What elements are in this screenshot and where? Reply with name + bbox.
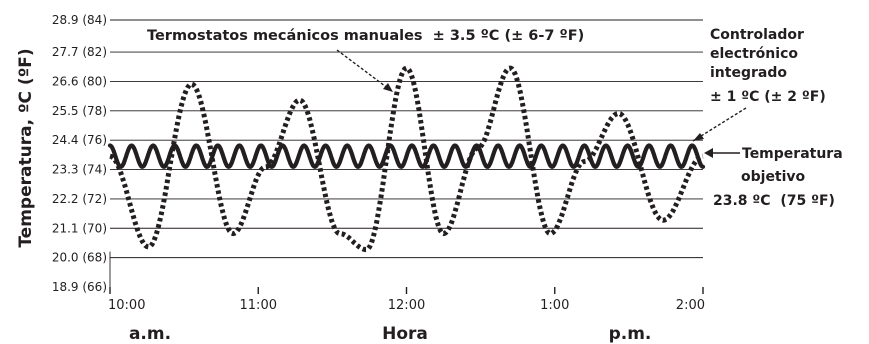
y-tick-label: 23.3 (74) bbox=[52, 163, 107, 177]
electronic-pointer-arrowhead bbox=[693, 133, 704, 141]
electronic-controller-line bbox=[107, 143, 706, 169]
y-tick-label: 20.0 (68) bbox=[52, 251, 107, 265]
y-tick-label: 25.5 (78) bbox=[52, 104, 107, 118]
target-annotation-line3: 23.8 ºC (75 ºF) bbox=[713, 193, 835, 209]
y-tick-label: 22.2 (72) bbox=[52, 192, 107, 206]
mechanical-annotation-text: Termostatos mecánicos manuales ± 3.5 ºC … bbox=[147, 28, 584, 44]
y-axis-label: Temperatura, ºC (ºF) bbox=[16, 48, 36, 247]
x-sublabel-am: a.m. bbox=[129, 324, 171, 344]
y-tick-label: 28.9 (84) bbox=[52, 13, 107, 27]
target-annotation: Temperatura objetivo 23.8 ºC (75 ºF) bbox=[704, 146, 843, 209]
mechanical-thermostat-line bbox=[109, 65, 704, 253]
series-layer bbox=[107, 65, 706, 253]
x-tick-label: 11:00 bbox=[240, 298, 277, 313]
y-tick-label: 26.6 (80) bbox=[52, 74, 107, 88]
x-tick-label: 1:00 bbox=[540, 298, 569, 313]
x-tick-label: 2:00 bbox=[676, 298, 705, 313]
mechanical-pointer-arrowhead bbox=[383, 83, 393, 92]
y-tick-labels: 18.9 (66) 20.0 (68) 21.1 (70) 22.2 (72) 23.3… bbox=[52, 13, 107, 294]
electronic-annotation: Controlador electrónico integrado ± 1 ºC… bbox=[692, 27, 826, 142]
y-tick-label: 24.4 (76) bbox=[52, 133, 107, 147]
y-tick-label: 21.1 (70) bbox=[52, 221, 107, 235]
electronic-annotation-line1: Controlador bbox=[710, 27, 804, 43]
electronic-annotation-line3: integrado bbox=[710, 65, 787, 81]
mechanical-pointer-line bbox=[336, 49, 394, 93]
y-tick-label: 18.9 (66) bbox=[52, 280, 107, 294]
target-pointer-arrowhead bbox=[704, 148, 713, 158]
y-tick-label: 27.7 (82) bbox=[52, 45, 107, 59]
x-axis-label: Hora bbox=[382, 324, 428, 344]
x-tick-labels: 10:00 11:00 12:00 1:00 2:00 bbox=[108, 287, 705, 313]
target-annotation-line1: Temperatura bbox=[742, 146, 843, 162]
electronic-annotation-line4: ± 1 ºC (± 2 ºF) bbox=[710, 89, 826, 105]
x-sublabel-pm: p.m. bbox=[609, 324, 652, 344]
electronic-annotation-line2: electrónico bbox=[710, 46, 798, 62]
x-tick-label: 10:00 bbox=[108, 298, 145, 313]
mechanical-annotation-bg bbox=[142, 22, 648, 46]
electronic-pointer-line bbox=[692, 107, 747, 142]
x-tick-label: 12:00 bbox=[388, 298, 425, 313]
mechanical-annotation: Termostatos mecánicos manuales ± 3.5 ºC … bbox=[142, 22, 648, 93]
target-annotation-line2: objetivo bbox=[741, 169, 806, 185]
